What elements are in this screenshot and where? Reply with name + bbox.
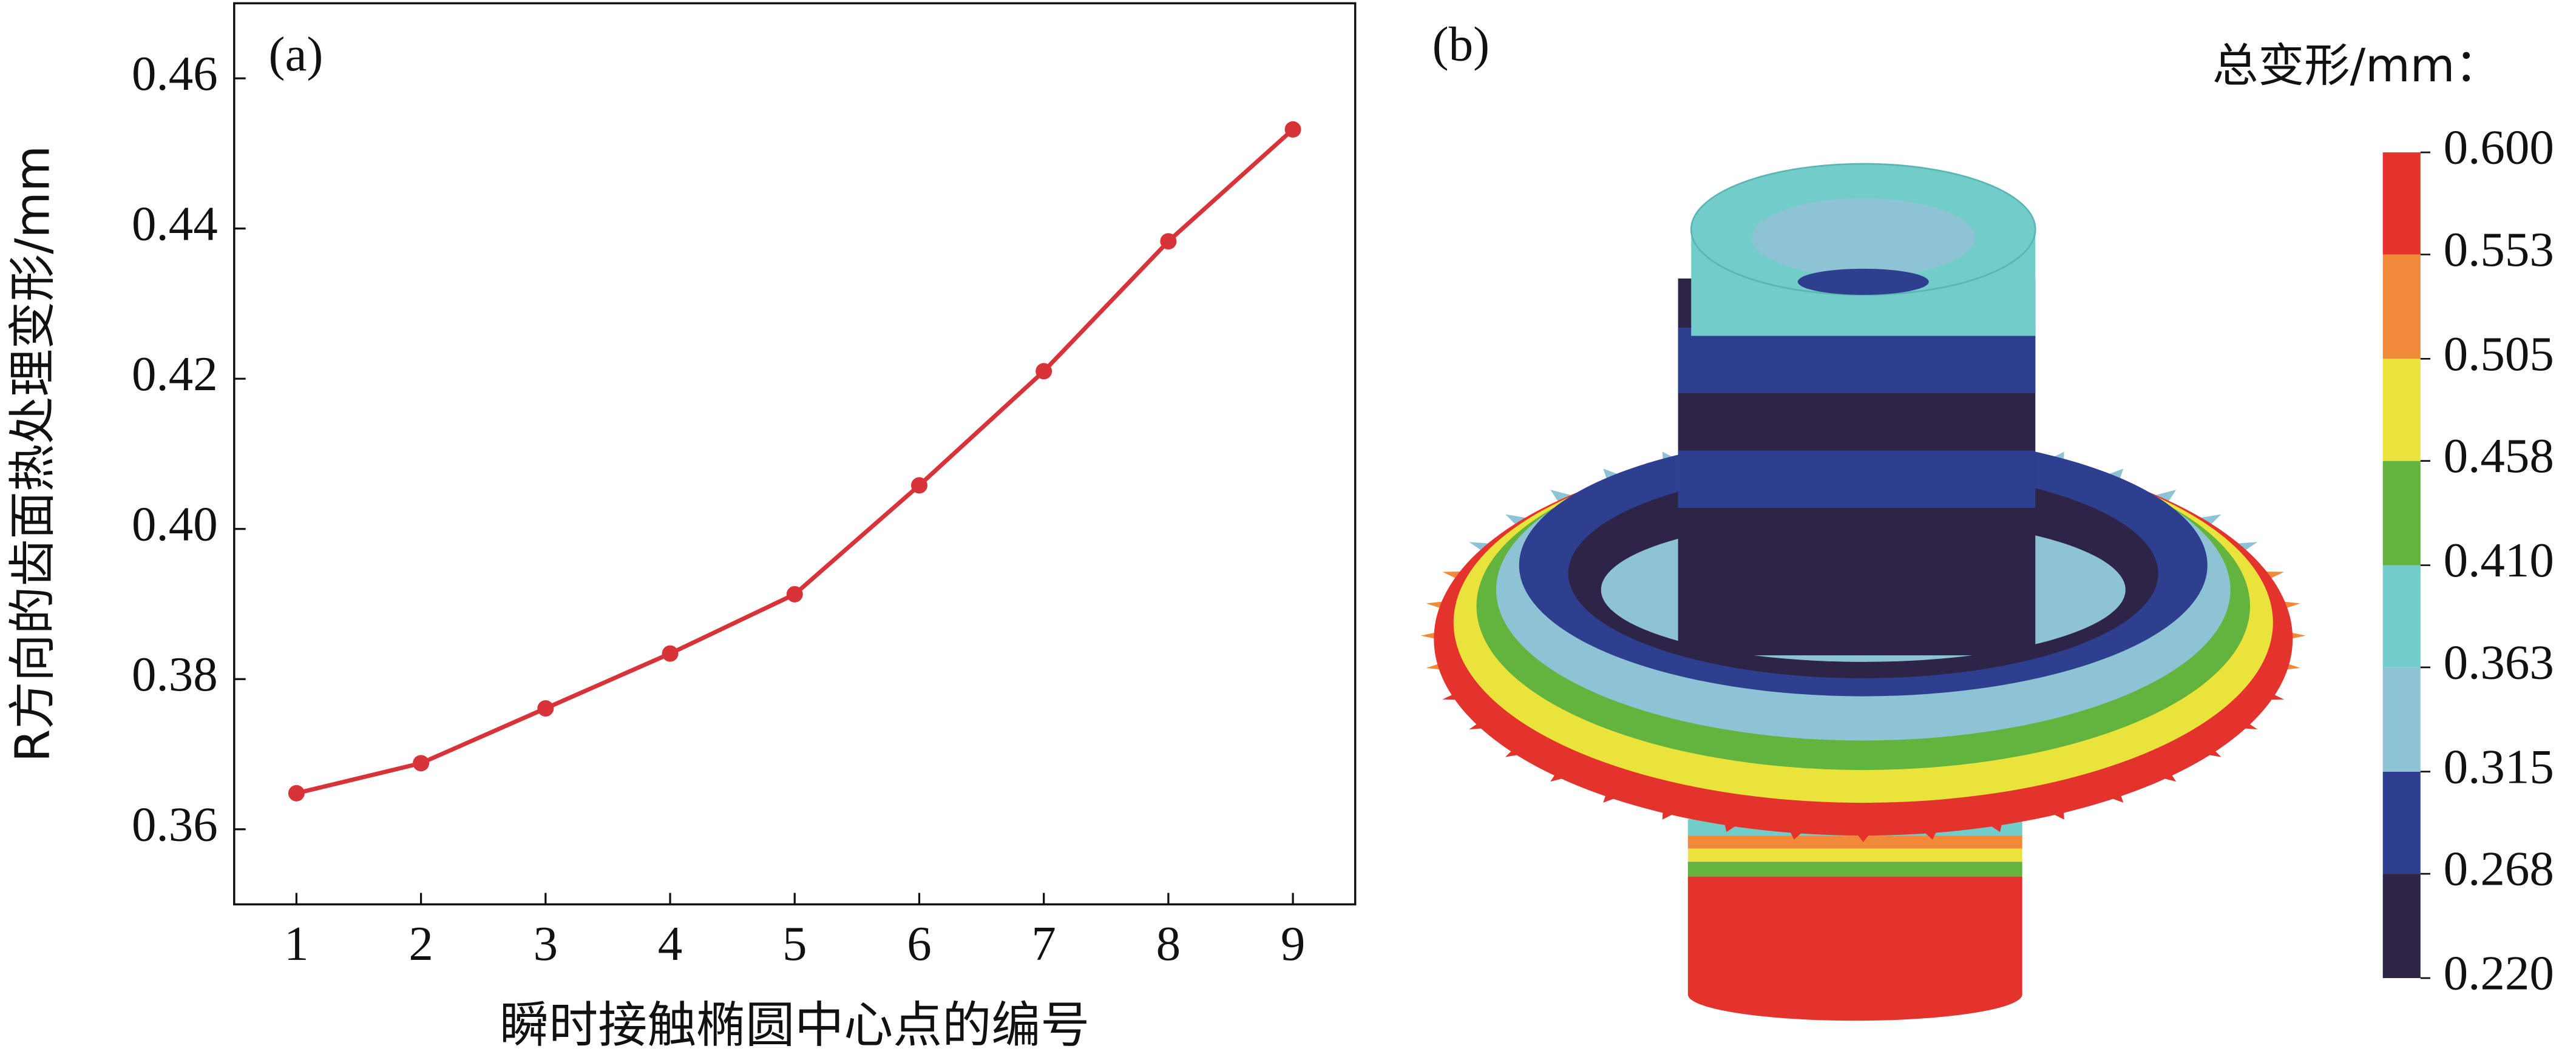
x-tick-label: 9 [1281, 916, 1306, 971]
colorbar-tick-label: 0.220 [2444, 946, 2554, 1001]
y-tick-label: 0.36 [132, 797, 218, 851]
colorbar-segment [2382, 152, 2421, 255]
hub-band [1687, 836, 2022, 849]
shaft-band [1678, 450, 2036, 508]
x-tick-label: 5 [782, 916, 807, 971]
x-axis-title: 瞬时接触椭圆中心点的编号 [500, 998, 1090, 1055]
data-point [662, 645, 679, 662]
data-point [537, 700, 554, 717]
shaft-band [1678, 328, 2036, 394]
colorbar-tick-label: 0.553 [2444, 222, 2554, 277]
y-tick-label: 0.46 [132, 46, 218, 101]
colorbar-segment [2382, 874, 2421, 978]
data-point [288, 785, 305, 802]
x-tick-label: 7 [1031, 916, 1056, 971]
y-tick-label: 0.40 [132, 496, 218, 551]
y-tick-label: 0.44 [132, 196, 218, 251]
gear-render [1420, 163, 2306, 1021]
colorbar-tick-label: 0.505 [2444, 326, 2554, 381]
colorbar-segment [2382, 461, 2421, 565]
data-point [786, 586, 803, 603]
data-point [1160, 233, 1177, 250]
x-tick-label: 1 [284, 916, 309, 971]
colorbar-tick-label: 0.600 [2444, 120, 2554, 175]
colorbar-tick-label: 0.268 [2444, 842, 2554, 896]
series-line [296, 127, 1295, 795]
x-tick-label: 6 [907, 916, 932, 971]
colorbar-title: 总变形/mm： [2212, 39, 2501, 92]
y-tick-label: 0.42 [132, 346, 218, 401]
data-point [1284, 121, 1301, 138]
data-point [910, 477, 927, 494]
bore-bottom [1797, 268, 1929, 295]
colorbar-tick-label: 0.458 [2444, 428, 2554, 483]
bore [1752, 198, 1975, 277]
panel-label: (a) [269, 27, 324, 81]
colorbar-segment [2382, 254, 2421, 359]
colorbar-tick-label: 0.363 [2444, 635, 2554, 689]
colorbar-segment [2382, 565, 2421, 667]
colorbar-tick-label: 0.315 [2444, 739, 2554, 794]
y-tick-label: 0.38 [132, 647, 218, 701]
colorbar-segment [2382, 771, 2421, 874]
x-tick-label: 3 [534, 916, 558, 971]
data-point [413, 755, 430, 772]
x-tick-label: 2 [408, 916, 433, 971]
hub-lower-base [1687, 968, 2022, 1021]
y-axis-title: R方向的齿面热处理变形/mm [5, 146, 61, 762]
panel-label: (b) [1432, 17, 1490, 72]
hub-band [1687, 848, 2022, 862]
colorbar-tick-label: 0.410 [2444, 533, 2554, 587]
colorbar-segment [2382, 359, 2421, 461]
data-point [1035, 363, 1052, 380]
colorbar-segment [2382, 667, 2421, 772]
x-tick-label: 8 [1156, 916, 1181, 971]
hub-band [1687, 862, 2022, 877]
x-tick-label: 4 [658, 916, 683, 971]
